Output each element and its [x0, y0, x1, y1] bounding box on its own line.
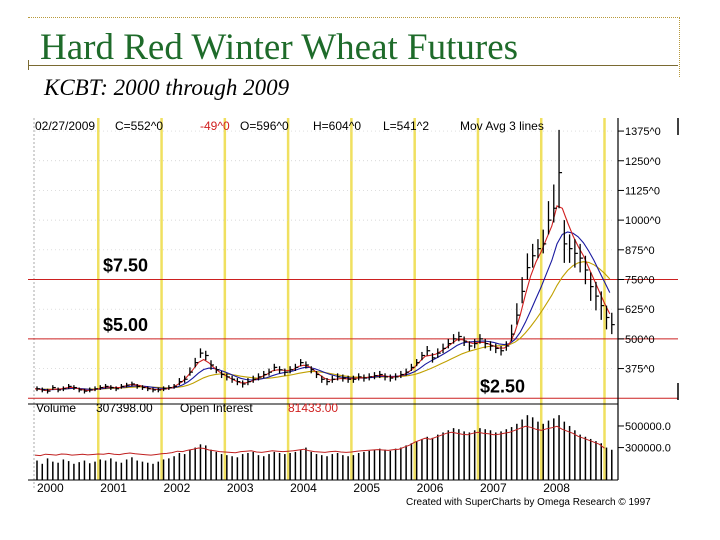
wheat-futures-chart: 2000 2001 2002 2003 2004 2005 2006 2007 2008 $7.5… [28, 118, 679, 508]
year-label: 2005 [353, 481, 380, 495]
price-tick-label: 1125^0 [625, 185, 660, 197]
footer-credit: Created with SuperCharts by Omega Resear… [406, 497, 651, 508]
year-label: 2000 [37, 481, 64, 495]
volume-tick-label: 300000.0 [625, 443, 671, 455]
header-change: -49^0 [200, 119, 230, 133]
labels: 2000 2001 2002 2003 2004 2005 2006 2007 2008 $7.5… [35, 119, 671, 508]
header-open: O=596^0 [240, 119, 289, 133]
volume-label: Volume [36, 401, 76, 415]
price-line-label: $7.50 [103, 256, 148, 276]
header-low: L=541^2 [383, 119, 429, 133]
header-high: H=604^0 [313, 119, 361, 133]
price-tick-label: 625^0 [625, 304, 655, 316]
moving-average-lines [34, 205, 611, 392]
price-tick-label: 1250^0 [625, 156, 661, 168]
price-reference-lines [28, 279, 678, 399]
slide-title: Hard Red Winter Wheat Futures [40, 27, 519, 68]
price-tick-label: 750^0 [625, 275, 655, 287]
open-interest-value: 81433.00 [288, 401, 338, 415]
volume-tick-label: 500000.0 [625, 421, 671, 433]
axes [28, 118, 679, 481]
header-date: 02/27/2009 [35, 119, 95, 133]
year-label: 2008 [543, 481, 570, 495]
price-tick-label: 1000^0 [625, 215, 661, 227]
year-label: 2006 [417, 481, 444, 495]
year-label: 2001 [100, 481, 127, 495]
year-label: 2003 [227, 481, 254, 495]
year-label: 2002 [164, 481, 191, 495]
price-tick-label: 1375^0 [625, 126, 661, 138]
frame-right-border [678, 17, 680, 77]
year-label: 2004 [290, 481, 317, 495]
open-interest-label: Open Interest [180, 401, 253, 415]
moving-average-fast [34, 205, 611, 392]
frame-top-border [28, 17, 678, 20]
price-tick-label: 500^0 [625, 334, 655, 346]
moving-average-medium [34, 231, 611, 391]
price-line-label: $5.00 [103, 315, 148, 335]
price-bars [36, 129, 615, 394]
open-interest-series [34, 425, 605, 457]
header-close: C=552^0 [115, 119, 163, 133]
volume-series [36, 415, 613, 480]
header-study: Mov Avg 3 lines [460, 119, 544, 133]
volume-value: 307398.00 [96, 401, 153, 415]
open-interest-line [34, 425, 605, 457]
price-tick-label: 875^0 [625, 245, 655, 257]
year-label: 2007 [480, 481, 507, 495]
slide-subtitle: KCBT: 2000 through 2009 [44, 75, 290, 100]
price-line-label: $2.50 [480, 376, 525, 396]
title-underline [28, 65, 678, 66]
moving-average-slow [34, 261, 611, 390]
price-tick-label: 375^0 [625, 364, 655, 376]
